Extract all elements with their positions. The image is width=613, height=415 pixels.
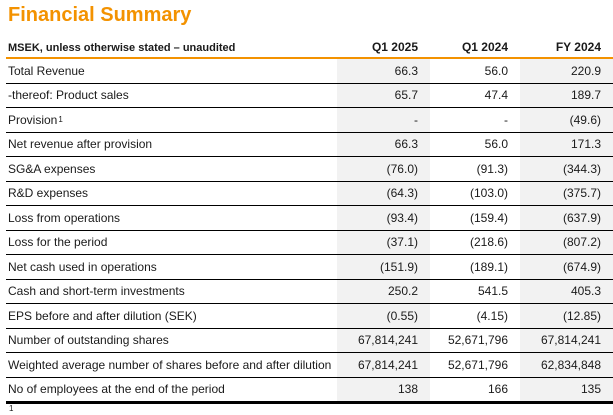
table-row: No of employees at the end of the period…: [6, 377, 613, 404]
row-label: EPS before and after dilution (SEK): [8, 308, 197, 323]
cell-q1-2025: 66.3: [337, 59, 430, 83]
cell-q1-2025: -: [337, 108, 430, 132]
cell-q1-2024: (189.1): [469, 259, 508, 274]
cell-q1-2024: 52,671,796: [447, 357, 508, 372]
cell-fy-2024: 189.7: [520, 83, 613, 107]
cell-q1-2025: (37.1): [337, 230, 430, 254]
cell-q1-2024: (103.0): [469, 186, 508, 201]
cell-q1-2025: (76.0): [337, 157, 430, 181]
cell-q1-2025: 66.3: [337, 132, 430, 156]
cell-q1-2024: 56.0: [484, 63, 508, 78]
table-row: Weighted average number of shares before…: [6, 353, 613, 378]
row-label: Loss for the period: [8, 235, 108, 250]
cell-fy-2024: 171.3: [520, 132, 613, 156]
cell-q1-2025: (64.3): [337, 181, 430, 205]
cell-q1-2025: (151.9): [337, 255, 430, 279]
table-row: Loss for the period (37.1) (218.6) (807.…: [6, 230, 613, 255]
cell-fy-2024: 220.9: [520, 59, 613, 83]
cell-fy-2024: (674.9): [520, 255, 613, 279]
table-row: R&D expenses (64.3) (103.0) (375.7): [6, 181, 613, 206]
row-label: Number of outstanding shares: [8, 333, 169, 348]
row-label: R&D expenses: [8, 186, 89, 201]
cell-q1-2024: -: [504, 112, 508, 127]
row-label: Cash and short-term investments: [8, 284, 185, 299]
column-header-fy-2024: FY 2024: [555, 40, 601, 54]
table-row: Cash and short-term investments 250.2 54…: [6, 279, 613, 304]
footnote-marker: 1: [9, 404, 14, 413]
cell-fy-2024: (375.7): [520, 181, 613, 205]
table-row: SG&A expenses (76.0) (91.3) (344.3): [6, 157, 613, 182]
table-header-row: MSEK, unless otherwise stated – unaudite…: [6, 40, 613, 59]
row-label: Loss from operations: [8, 210, 121, 225]
cell-q1-2025: (0.55): [337, 304, 430, 328]
cell-q1-2024: (159.4): [469, 210, 508, 225]
row-label: Net cash used in operations: [8, 259, 157, 274]
table-body: Total Revenue 66.3 56.0 220.9 -thereof: …: [6, 59, 613, 404]
row-label: SG&A expenses: [8, 161, 96, 176]
cell-fy-2024: (344.3): [520, 157, 613, 181]
cell-fy-2024: 67,814,241: [520, 328, 613, 352]
cell-fy-2024: 62,834,848: [520, 353, 613, 377]
financial-summary-page: Financial Summary MSEK, unless otherwise…: [0, 4, 613, 413]
row-label: -thereof: Product sales: [8, 88, 129, 103]
cell-q1-2024: (91.3): [476, 161, 508, 176]
table-row: Net cash used in operations (151.9) (189…: [6, 255, 613, 280]
cell-q1-2024: 56.0: [484, 137, 508, 152]
cell-q1-2024: 47.4: [484, 88, 508, 103]
table-row: Total Revenue 66.3 56.0 220.9: [6, 59, 613, 84]
table-row: EPS before and after dilution (SEK) (0.5…: [6, 304, 613, 329]
cell-q1-2025: 65.7: [337, 83, 430, 107]
page-title: Financial Summary: [8, 4, 192, 26]
table-row: Provision 1 - - (49.6): [6, 108, 613, 133]
cell-q1-2025: (93.4): [337, 206, 430, 230]
table-row: Net revenue after provision 66.3 56.0 17…: [6, 132, 613, 157]
cell-q1-2024: 52,671,796: [447, 333, 508, 348]
cell-q1-2024: (218.6): [469, 235, 508, 250]
column-header-q1-2025: Q1 2025: [371, 40, 418, 54]
row-label: Weighted average number of shares before…: [8, 357, 332, 372]
cell-fy-2024: (807.2): [520, 230, 613, 254]
cell-q1-2024: 166: [487, 382, 508, 397]
table-row: -thereof: Product sales 65.7 47.4 189.7: [6, 83, 613, 108]
cell-q1-2025: 67,814,241: [337, 328, 430, 352]
financial-table: MSEK, unless otherwise stated – unaudite…: [6, 40, 613, 404]
cell-q1-2025: 67,814,241: [337, 353, 430, 377]
cell-q1-2025: 250.2: [337, 279, 430, 303]
table-row: Loss from operations (93.4) (159.4) (637…: [6, 206, 613, 231]
cell-fy-2024: (637.9): [520, 206, 613, 230]
row-label: Total Revenue: [8, 63, 85, 78]
cell-fy-2024: (12.85): [520, 304, 613, 328]
row-label: Net revenue after provision: [8, 137, 153, 152]
cell-q1-2025: 138: [337, 377, 430, 401]
cell-fy-2024: 135: [520, 377, 613, 401]
row-label: Provision 1: [8, 112, 63, 127]
table-row: Number of outstanding shares 67,814,241 …: [6, 328, 613, 353]
table-header-units-label: MSEK, unless otherwise stated – unaudite…: [8, 42, 236, 54]
cell-fy-2024: 405.3: [520, 279, 613, 303]
cell-fy-2024: (49.6): [520, 108, 613, 132]
column-header-q1-2024: Q1 2024: [461, 40, 508, 54]
row-label: No of employees at the end of the period: [8, 382, 225, 397]
cell-q1-2024: (4.15): [476, 308, 508, 323]
cell-q1-2024: 541.5: [477, 284, 508, 299]
